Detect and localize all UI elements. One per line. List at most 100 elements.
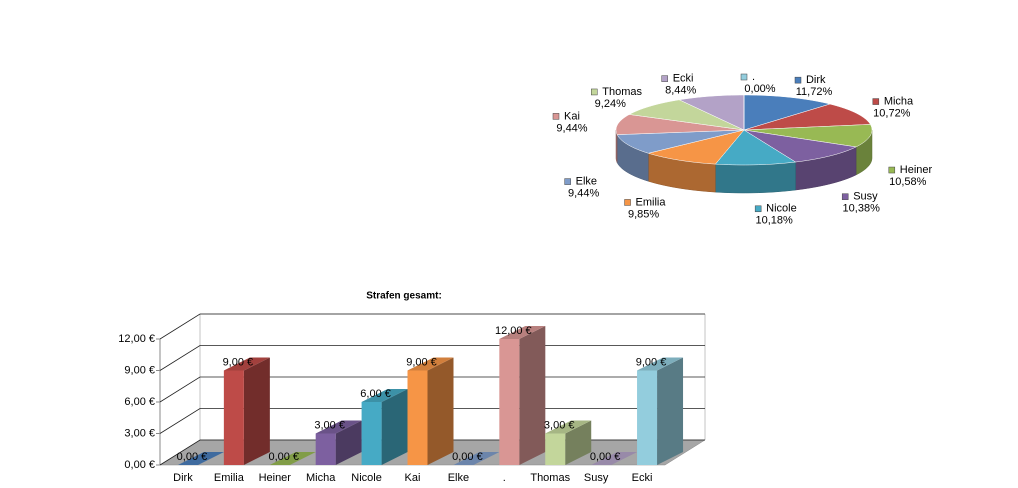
pie-slice (647, 129, 745, 165)
bar (407, 370, 428, 465)
slice-name: Micha (884, 95, 914, 107)
bar-value-label: 0,00 € (590, 451, 621, 463)
x-tick-label: Nicole (351, 472, 382, 484)
slice-name: Elke (576, 175, 597, 187)
bar-value-label: 6,00 € (360, 388, 391, 400)
bar-value-label: 0,00 € (452, 451, 483, 463)
slice-label: 10,58% (889, 176, 927, 188)
slice-label: 9,85% (628, 208, 659, 220)
bar-value-label: 3,00 € (544, 419, 575, 431)
bar (223, 370, 244, 465)
bar-value-label: 9,00 € (223, 356, 254, 368)
x-tick-label: . (503, 472, 506, 484)
bar (315, 433, 336, 465)
slice-label: 9,44% (568, 187, 599, 199)
pie-slice (743, 124, 873, 148)
slice-name: Susy (853, 191, 878, 203)
bar-top (315, 420, 362, 434)
bar-side (243, 357, 270, 465)
bar-side (519, 326, 546, 465)
slice-name: Heiner (900, 164, 933, 176)
slice-name: Thomas (602, 86, 642, 98)
bar-top (177, 452, 224, 465)
bar-top (223, 357, 270, 371)
bar-value-label: 0,00 € (177, 451, 208, 463)
pie-slice (678, 94, 745, 131)
y-tick-label: 12,00 € (118, 333, 155, 345)
x-tick-label: Thomas (530, 472, 570, 484)
x-tick-label: Micha (306, 472, 336, 484)
legend-marker (661, 75, 668, 82)
y-tick-label: 6,00 € (124, 396, 155, 408)
slice-label: 0,00% (744, 83, 775, 95)
pie-slice (616, 129, 745, 154)
bar-value-label: 12,00 € (495, 325, 532, 337)
bar-top (361, 389, 408, 402)
bar-top (453, 452, 500, 465)
legend-marker (888, 166, 896, 174)
bar-top (499, 326, 546, 339)
chart-title: Strafen gesamt: (366, 291, 442, 302)
legend-marker (872, 98, 880, 105)
slice-name: Kai (564, 110, 580, 122)
legend-marker (591, 88, 598, 96)
bar-side (381, 389, 408, 465)
bar (637, 370, 658, 465)
bar-value-label: 0,00 € (268, 451, 299, 463)
pie-slice (628, 99, 745, 131)
slice-name: Emilia (636, 196, 667, 208)
y-tick-label: 3,00 € (124, 427, 155, 439)
bar-top (545, 420, 592, 434)
slice-name: Ecki (673, 73, 694, 85)
bar-value-label: 9,00 € (406, 356, 437, 368)
bar-value-label: 9,00 € (636, 356, 667, 368)
bar-side (657, 357, 684, 465)
bar-side (565, 420, 592, 465)
slice-label: 10,72% (873, 107, 911, 119)
x-tick-label: Susy (584, 472, 609, 484)
legend-marker (552, 113, 560, 120)
bar-top (591, 452, 638, 465)
y-tick-label: 0,00 € (124, 459, 155, 471)
legend-marker (564, 178, 571, 185)
bar-side (427, 357, 454, 465)
slice-name: . (752, 71, 755, 83)
bar (499, 339, 520, 465)
x-tick-label: Dirk (173, 472, 193, 484)
x-tick-label: Heiner (259, 472, 292, 484)
slice-label: 9,24% (595, 98, 626, 110)
slice-label: 10,18% (756, 215, 794, 227)
pie-slice (743, 94, 831, 131)
legend-marker (754, 205, 762, 213)
x-tick-label: Ecki (632, 472, 653, 484)
pie-slice (615, 114, 745, 135)
pie-slice (743, 129, 857, 163)
slice-label: 10,38% (843, 203, 881, 215)
slice-label: 8,44% (665, 85, 696, 97)
slice-label: 11,72% (796, 86, 833, 98)
x-tick-label: Kai (405, 472, 421, 484)
legend-marker (841, 193, 849, 200)
slice-name: Nicole (766, 203, 797, 215)
slice-side (615, 129, 618, 163)
bar-top (269, 452, 316, 465)
bar-side (335, 420, 362, 465)
legend-marker (740, 73, 748, 81)
bar (545, 433, 566, 465)
bar-top (637, 357, 684, 371)
legend-marker (794, 76, 802, 84)
legend-marker (624, 199, 631, 206)
y-tick-label: 9,00 € (124, 364, 155, 376)
slice-label: 9,44% (556, 122, 587, 134)
pie-slice (714, 129, 797, 166)
slice-name: Dirk (806, 74, 826, 86)
x-tick-label: Emilia (214, 472, 245, 484)
pie-slice (743, 103, 871, 131)
bar (361, 402, 382, 465)
grid-line (159, 313, 705, 340)
bar-top (407, 357, 454, 371)
x-tick-label: Elke (448, 472, 469, 484)
slice-side (715, 161, 796, 194)
